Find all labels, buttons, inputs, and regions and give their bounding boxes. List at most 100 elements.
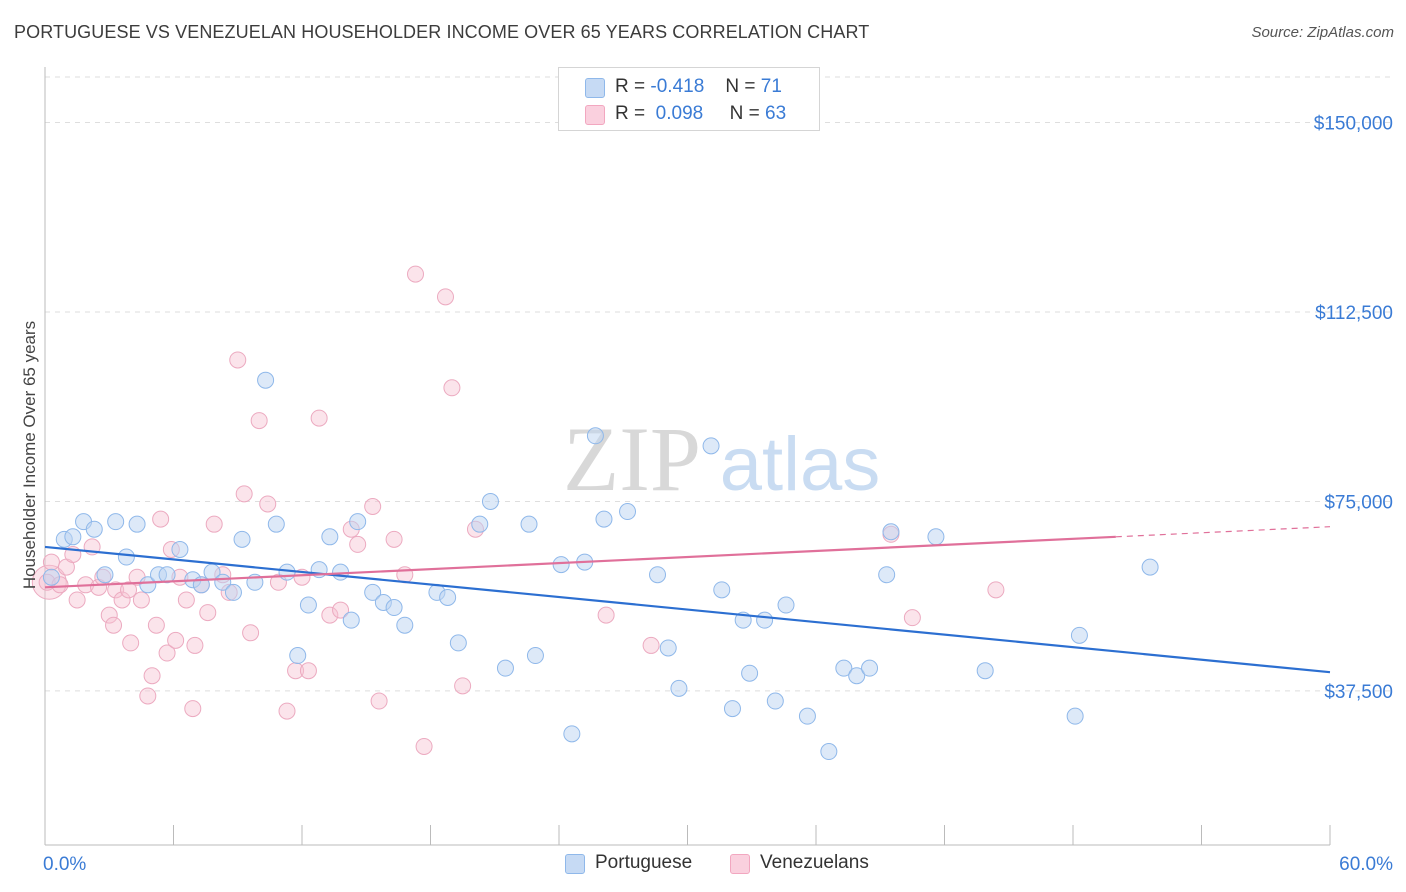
- portuguese-point: [117, 548, 135, 566]
- portuguese-points: [42, 371, 1159, 761]
- venezuelans-point: [349, 535, 367, 553]
- portuguese-point: [595, 510, 613, 528]
- venezuelans-points: [31, 265, 1005, 755]
- y-axis-label: Householder Income Over 65 years: [20, 320, 39, 590]
- venezuelans-point: [205, 515, 223, 533]
- venezuelans-point: [299, 662, 317, 680]
- portuguese-point: [158, 566, 176, 584]
- venezuelans-point: [100, 606, 118, 624]
- venezuelans-point: [364, 497, 382, 515]
- legend-n-label: N =: [729, 103, 760, 124]
- y-tick-label: $75,000: [1324, 492, 1393, 513]
- venezuelans-swatch-icon: [730, 854, 750, 874]
- venezuelans-point: [186, 636, 204, 654]
- venezuelans-point: [167, 631, 185, 649]
- portuguese-point: [496, 659, 514, 677]
- portuguese-point: [670, 679, 688, 697]
- portuguese-point: [128, 515, 146, 533]
- portuguese-trend-line: [44, 545, 1331, 674]
- portuguese-point: [723, 700, 741, 718]
- legend-n-value: 71: [760, 76, 782, 97]
- portuguese-point: [1070, 626, 1088, 644]
- venezuelans-trend-line: [44, 535, 1116, 589]
- venezuelans-point: [321, 606, 339, 624]
- portuguese-point: [766, 692, 784, 710]
- venezuelans-point: [407, 265, 425, 283]
- portuguese-point: [741, 664, 759, 682]
- portuguese-point: [702, 437, 720, 455]
- portuguese-point: [396, 616, 414, 634]
- venezuelans-point: [177, 591, 195, 609]
- venezuelans-point: [385, 530, 403, 548]
- legend-r-label: R =: [615, 103, 646, 124]
- portuguese-point: [289, 647, 307, 665]
- portuguese-point: [171, 540, 189, 558]
- x-tick-label: 0.0%: [43, 854, 86, 875]
- portuguese-point: [233, 530, 251, 548]
- venezuelans-point: [242, 624, 260, 642]
- venezuelans-point: [987, 581, 1005, 599]
- portuguese-point: [449, 634, 467, 652]
- portuguese-point: [1141, 558, 1159, 576]
- portuguese-point: [1066, 707, 1084, 725]
- watermark: ZIP atlas: [563, 408, 880, 510]
- bottom-legend-label: Portuguese: [595, 852, 693, 873]
- portuguese-point: [64, 528, 82, 546]
- portuguese-point: [385, 599, 403, 617]
- portuguese-point: [321, 528, 339, 546]
- source-label: Source: ZipAtlas.com: [1251, 24, 1394, 41]
- venezuelans-point: [443, 379, 461, 397]
- portuguese-point: [659, 639, 677, 657]
- venezuelans-point: [120, 581, 138, 599]
- venezuelans-point: [122, 634, 140, 652]
- portuguese-point: [526, 647, 544, 665]
- legend-r-value: -0.418: [650, 76, 705, 97]
- venezuelans-point: [139, 687, 157, 705]
- watermark-zip: ZIP: [563, 408, 701, 510]
- portuguese-point: [619, 503, 637, 521]
- y-tick-label: $112,500: [1315, 303, 1393, 324]
- venezuelans-point: [42, 553, 60, 571]
- venezuelans-point: [436, 288, 454, 306]
- legend-n-label: N =: [725, 76, 756, 97]
- axes: [44, 67, 1331, 846]
- portuguese-point: [139, 576, 157, 594]
- portuguese-point: [976, 662, 994, 680]
- venezuelans-point: [250, 412, 268, 430]
- portuguese-point: [820, 743, 838, 761]
- y-tick-label: $37,500: [1324, 682, 1393, 703]
- venezuelans-point: [415, 737, 433, 755]
- portuguese-point: [835, 659, 853, 677]
- venezuelans-point: [132, 591, 150, 609]
- venezuelans-point: [147, 616, 165, 634]
- tick-labels: $37,500 $75,000 $112,500 $150,000 0.0% 60.0%: [43, 114, 1393, 875]
- portuguese-point: [520, 515, 538, 533]
- venezuelans-point: [454, 677, 472, 695]
- venezuelans-point: [113, 591, 131, 609]
- venezuelans-point: [597, 606, 615, 624]
- portuguese-point: [713, 581, 731, 599]
- chart-title: PORTUGUESE VS VENEZUELAN HOUSEHOLDER INC…: [14, 22, 870, 42]
- portuguese-point: [471, 515, 489, 533]
- portuguese-swatch-icon: [585, 78, 605, 98]
- portuguese-point: [777, 596, 795, 614]
- portuguese-point: [878, 566, 896, 584]
- y-tick-label: $150,000: [1314, 114, 1393, 135]
- venezuelans-point: [68, 591, 86, 609]
- venezuelans-swatch-icon: [585, 105, 605, 125]
- portuguese-point: [267, 515, 285, 533]
- portuguese-point: [798, 707, 816, 725]
- portuguese-point: [342, 611, 360, 629]
- portuguese-point: [552, 556, 570, 574]
- venezuelans-point: [642, 636, 660, 654]
- portuguese-point: [586, 427, 604, 445]
- portuguese-swatch-icon: [565, 854, 585, 874]
- venezuelans-point: [259, 495, 277, 513]
- venezuelans-point: [278, 702, 296, 720]
- portuguese-point: [278, 563, 296, 581]
- venezuelans-point: [184, 700, 202, 718]
- portuguese-point: [299, 596, 317, 614]
- correlation-legend: R = -0.418 N = 71 R = 0.098 N = 63: [558, 67, 820, 131]
- portuguese-point: [882, 523, 900, 541]
